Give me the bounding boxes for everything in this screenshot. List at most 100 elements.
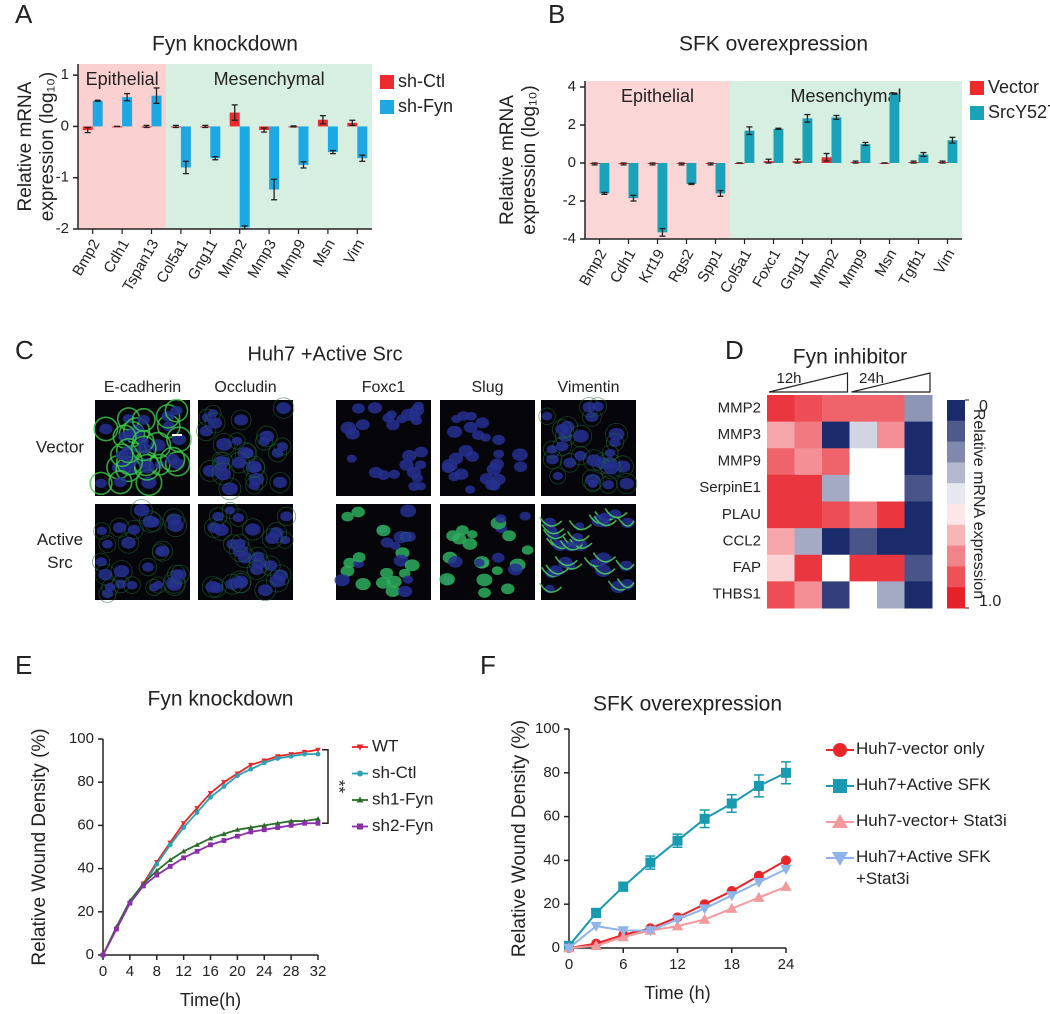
x-tick-label: 20 (229, 963, 246, 980)
bar (947, 140, 958, 163)
nucleus (388, 469, 400, 479)
nucleus (396, 414, 408, 424)
y-axis-label: Relative mRNA (497, 95, 518, 225)
marker (698, 913, 711, 924)
heatmap-cell (822, 554, 850, 582)
membrane (229, 508, 248, 527)
x-tick-label: 16 (202, 963, 219, 980)
nucleus (351, 506, 365, 518)
marker (275, 756, 281, 761)
membrane (89, 471, 113, 496)
bar (802, 118, 813, 163)
fiber (616, 577, 635, 589)
marker (167, 857, 173, 862)
y-tick-label: 20 (543, 895, 560, 912)
colorbar-step (947, 483, 965, 505)
membrane (560, 452, 580, 473)
nucleus (346, 454, 357, 463)
marker (645, 857, 656, 868)
heatmap-cell (849, 474, 878, 502)
nucleus (555, 424, 569, 435)
membrane (117, 532, 140, 554)
membrane (211, 462, 235, 486)
bar (657, 163, 668, 233)
marker (221, 831, 227, 837)
marker (726, 891, 738, 902)
dose-wedge (851, 372, 931, 393)
membrane (273, 437, 292, 456)
heatmap-cell (794, 528, 823, 556)
membrane (122, 417, 151, 445)
marker (644, 926, 657, 937)
heatmap-cell (767, 554, 795, 582)
marker (315, 751, 321, 757)
marker (357, 770, 363, 777)
error-bar (920, 151, 927, 158)
nucleus (272, 476, 288, 489)
marker (207, 790, 214, 796)
nucleus (454, 468, 469, 480)
micrograph (538, 397, 638, 496)
colorbar-tick-label: 1.0 (979, 593, 1001, 610)
x-tick-label: Vim (931, 246, 959, 277)
annotation: ** (330, 780, 349, 794)
x-axis-label: Time (h) (644, 983, 710, 1003)
x-axis-label: Time(h) (180, 990, 241, 1010)
y-tick-label: 4 (568, 78, 576, 95)
nucleus (377, 470, 390, 481)
fiber (592, 552, 616, 563)
bar (889, 93, 900, 163)
micrograph (538, 504, 636, 600)
marker (248, 824, 254, 830)
membrane (551, 419, 572, 440)
panel-letter: A (15, 0, 33, 29)
membrane (245, 476, 264, 495)
heatmap-cell (794, 395, 823, 423)
marker (275, 825, 281, 830)
marker (154, 872, 160, 878)
heatmap-cell (877, 554, 905, 582)
bar (599, 163, 610, 194)
series-line (102, 748, 319, 956)
error-bar (804, 113, 811, 123)
heatmap-cell (794, 501, 823, 529)
marker (261, 827, 267, 833)
legend-label: Huh7-vector only (856, 739, 985, 758)
heatmap-cell (767, 474, 795, 502)
fiber (616, 516, 635, 527)
legend-label: sh2-Fyn (372, 816, 433, 835)
heatmap-cell (794, 421, 823, 449)
nucleus (113, 565, 130, 578)
marker (194, 848, 200, 854)
nucleus (250, 564, 264, 576)
nucleus (492, 434, 506, 446)
error-bar (775, 127, 782, 131)
nucleus (221, 482, 238, 496)
y-tick-label: -1 (56, 169, 69, 186)
error-bar (620, 162, 627, 166)
x-tick-label: Cdh1 (607, 246, 640, 286)
nucleus (586, 454, 602, 467)
y-tick-label: 0 (61, 117, 69, 134)
nucleus (245, 523, 261, 536)
nucleus (458, 445, 474, 457)
membrane (164, 398, 189, 423)
marker (288, 818, 294, 824)
column-label: Foxc1 (362, 379, 406, 396)
heatmap-cell (849, 395, 878, 423)
nucleus (155, 547, 166, 556)
nucleus (199, 425, 213, 437)
legend-label: WT (372, 736, 398, 755)
nucleus (165, 453, 180, 465)
nucleus (491, 566, 503, 576)
membrane (108, 469, 133, 495)
bar (628, 163, 639, 199)
marker (315, 820, 321, 826)
membrane (549, 467, 567, 485)
nucleus (213, 524, 229, 536)
marker (167, 842, 173, 848)
nucleus (587, 479, 598, 488)
nucleus (465, 485, 476, 494)
nucleus (234, 414, 249, 426)
bar (918, 154, 929, 163)
